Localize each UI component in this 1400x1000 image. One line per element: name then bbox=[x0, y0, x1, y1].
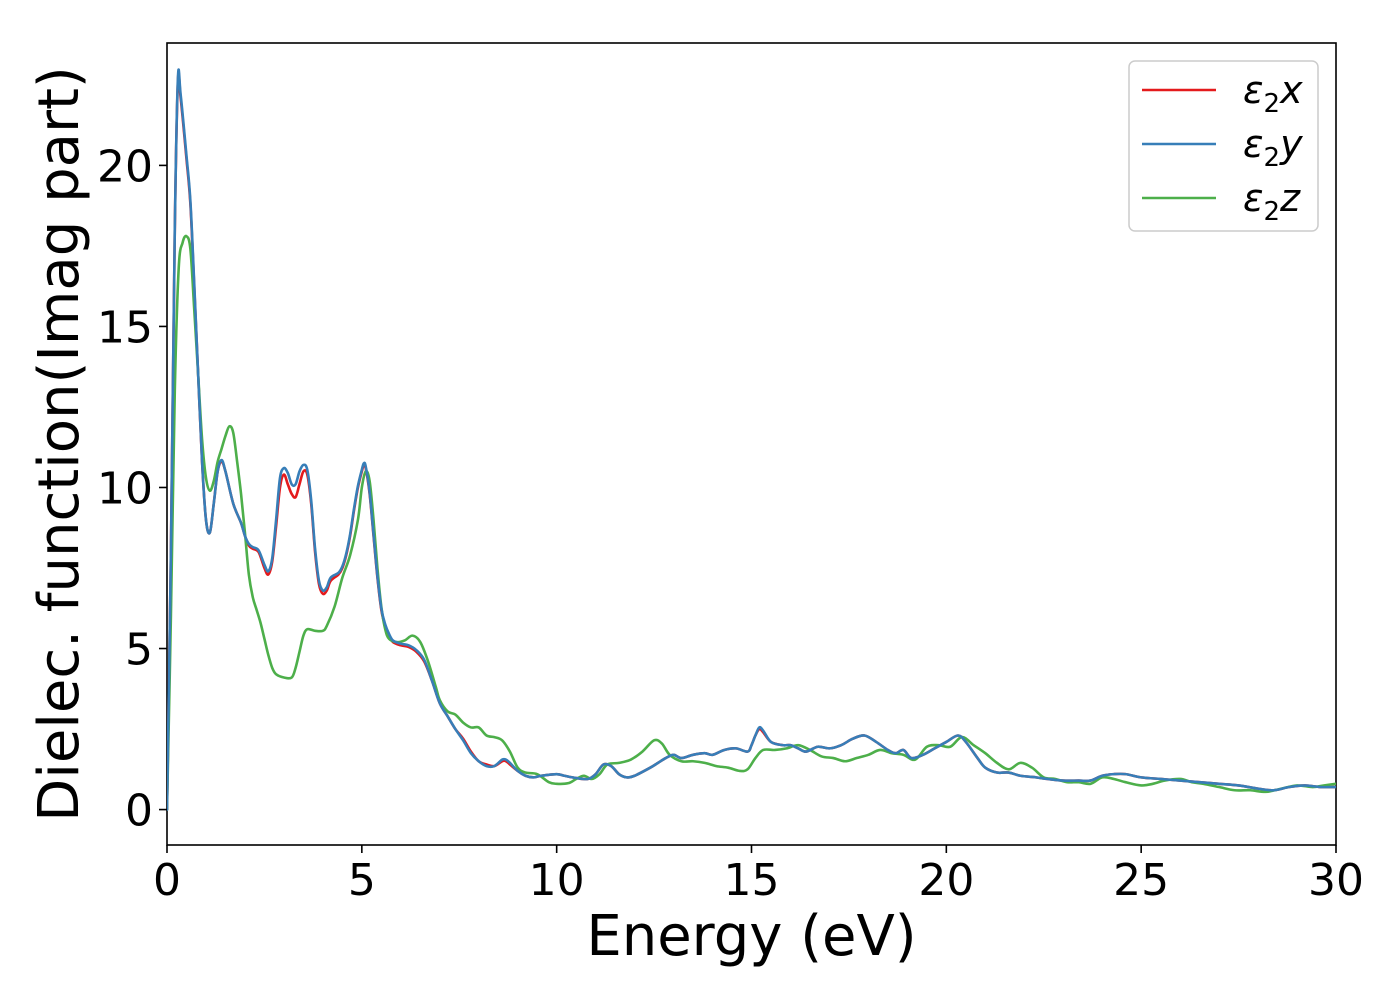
x-axis: 0 5 10 15 20 25 30 bbox=[153, 845, 1364, 906]
x-axis-label: Energy (eV) bbox=[586, 904, 916, 969]
x-tick-label: 15 bbox=[724, 855, 780, 906]
legend-entry-x: ε2x bbox=[1243, 68, 1303, 119]
x-tick-label: 20 bbox=[918, 855, 974, 906]
x-tick-label: 5 bbox=[348, 855, 376, 906]
x-tick-label: 10 bbox=[529, 855, 585, 906]
y-tick-label: 5 bbox=[125, 625, 153, 676]
series-line-y bbox=[167, 68, 1336, 811]
y-axis: 0 5 10 15 20 bbox=[97, 141, 167, 837]
legend-box bbox=[1128, 60, 1319, 232]
x-tick-label: 0 bbox=[153, 855, 181, 906]
y-axis-label: Dielec. function(Imag part) bbox=[27, 66, 92, 822]
series-line-z bbox=[167, 234, 1336, 811]
y-tick-label: 20 bbox=[97, 141, 153, 192]
y-tick-label: 15 bbox=[97, 302, 153, 353]
series-layer bbox=[167, 68, 1336, 811]
y-tick-label: 10 bbox=[97, 463, 153, 514]
legend-entry-z: ε2z bbox=[1243, 176, 1301, 227]
x-tick-label: 30 bbox=[1308, 855, 1364, 906]
legend-entry-y: ε2y bbox=[1243, 122, 1303, 173]
y-tick-label: 0 bbox=[125, 786, 153, 837]
x-tick-label: 25 bbox=[1113, 855, 1169, 906]
